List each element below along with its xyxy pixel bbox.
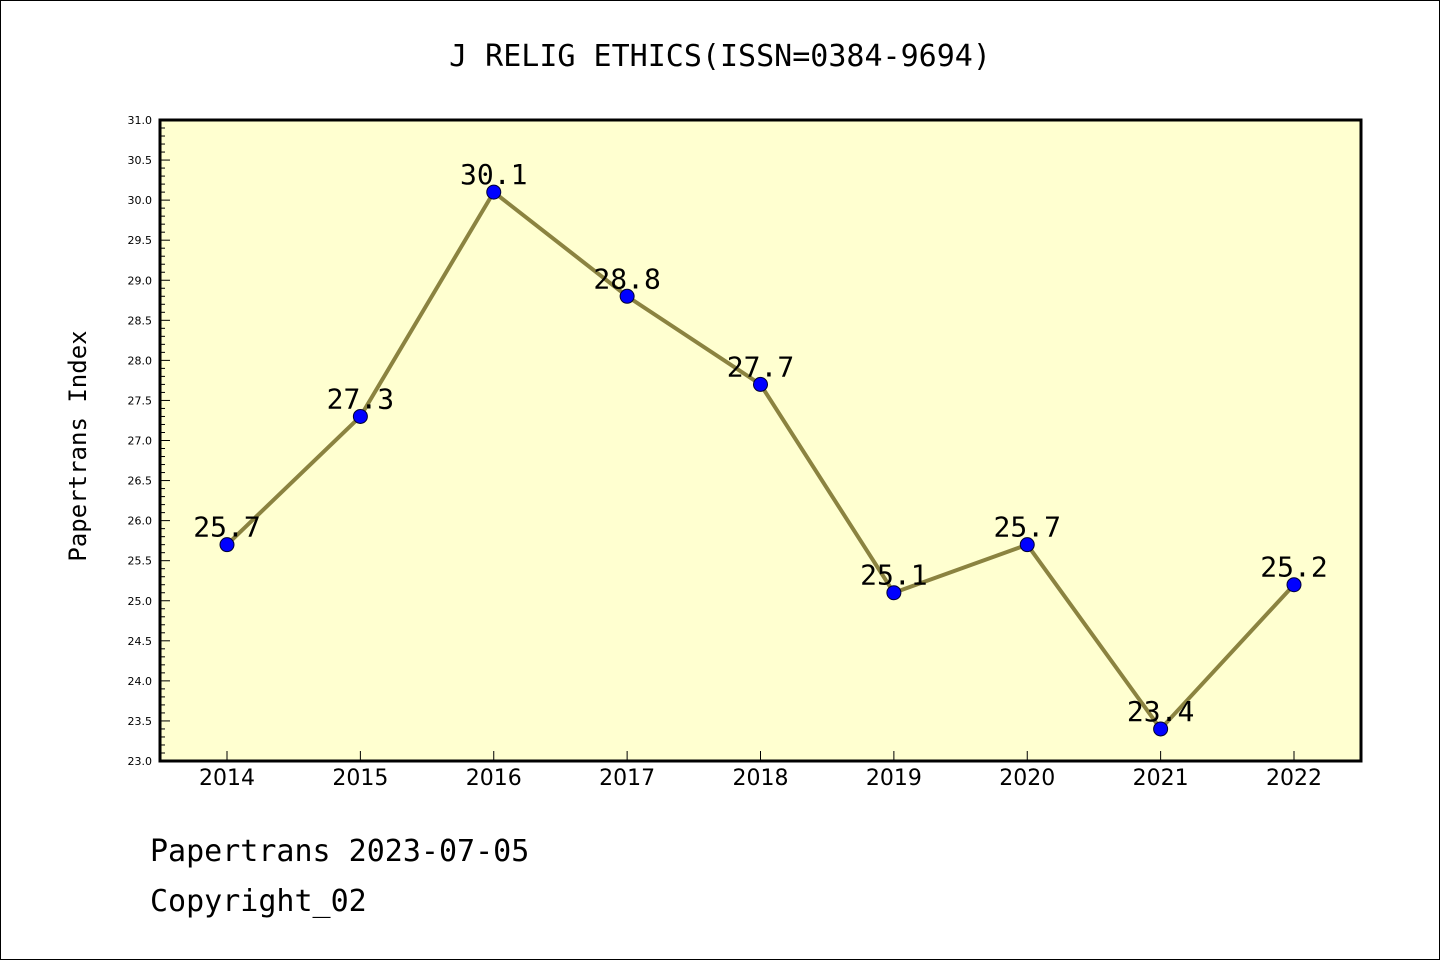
footer-copyright-line: Copyright_02: [150, 884, 367, 919]
y-tick-label: 27.5: [128, 394, 153, 407]
x-tick-label: 2015: [332, 766, 388, 791]
data-label: 28.8: [593, 262, 660, 295]
data-label: 25.7: [994, 511, 1061, 544]
data-point: [886, 585, 902, 601]
data-label: 27.3: [327, 382, 394, 415]
x-tick-label: 2017: [599, 766, 655, 791]
y-tick-label: 29.0: [128, 274, 153, 287]
data-point: [219, 537, 235, 553]
y-tick-label: 27.0: [128, 435, 153, 448]
y-tick-label: 26.0: [128, 515, 153, 528]
y-tick-label: 25.0: [128, 595, 153, 608]
y-tick-label: 30.5: [128, 154, 153, 167]
y-tick-label: 28.0: [128, 354, 153, 367]
chart-title: J RELIG ETHICS(ISSN=0384-9694): [449, 39, 991, 74]
x-tick-label: 2019: [866, 766, 922, 791]
y-tick-label: 29.5: [128, 234, 153, 247]
footer-date-line: Papertrans 2023-07-05: [150, 834, 530, 869]
y-tick-label: 31.0: [128, 114, 153, 127]
data-label: 25.1: [860, 559, 927, 592]
y-axis-label: Papertrans Index: [64, 330, 92, 561]
y-tick-label: 30.0: [128, 194, 153, 207]
y-tick-label: 28.5: [128, 314, 153, 327]
data-point: [486, 184, 502, 200]
y-tick-label: 24.0: [128, 675, 153, 688]
x-tick-label: 2018: [733, 766, 789, 791]
x-axis-ticks: 2014 2015 2016 2017 2018 2019 2020 2021 2022: [199, 751, 1322, 791]
data-label: 30.1: [460, 158, 527, 191]
x-tick-label: 2014: [199, 766, 255, 791]
y-axis-ticks: 23.0 23.5 24.0 24.5 25.0 25.5 26.0 26.5 27.0 27.5…: [128, 114, 170, 768]
data-point: [753, 376, 768, 392]
y-tick-label: 26.5: [128, 475, 153, 488]
x-tick-label: 2016: [466, 766, 522, 791]
y-tick-label: 25.5: [128, 555, 153, 568]
data-point: [1153, 721, 1169, 737]
y-tick-label: 23.0: [128, 755, 153, 768]
data-point: [1019, 537, 1035, 553]
x-tick-label: 2021: [1133, 766, 1189, 791]
data-label: 27.7: [727, 350, 794, 383]
y-tick-label: 23.5: [128, 715, 153, 728]
data-point: [352, 408, 368, 424]
y-tick-label: 24.5: [128, 635, 153, 648]
x-tick-label: 2020: [999, 766, 1055, 791]
data-label: 23.4: [1127, 695, 1194, 728]
data-point: [1286, 577, 1302, 593]
data-label: 25.7: [193, 511, 260, 544]
plot-area: [158, 118, 1363, 763]
data-point: [619, 288, 635, 304]
x-tick-label: 2022: [1266, 766, 1322, 791]
series-group: 25.7 27.3 30.1 28.8 27.7 25.1 25.7 23.4 25.2: [193, 158, 1328, 737]
data-label: 25.2: [1260, 551, 1327, 584]
